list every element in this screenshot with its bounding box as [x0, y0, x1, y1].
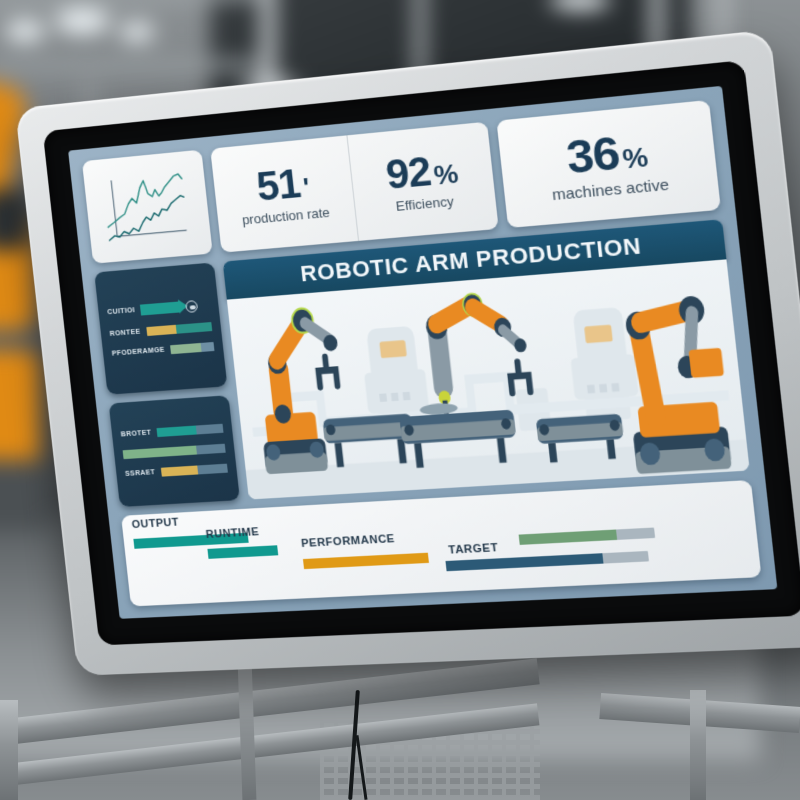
progress-track	[156, 423, 224, 437]
progress-fill	[170, 342, 202, 355]
progress-fill	[302, 552, 429, 570]
bar-group-performance[interactable]: PERFORMANCE	[300, 531, 429, 570]
progress-fill	[196, 423, 224, 435]
bar-label: RUNTIME	[205, 526, 260, 541]
kpi-production-rate[interactable]: 51' production rate	[210, 135, 357, 252]
progress-track	[122, 443, 226, 460]
background-robot-base	[0, 350, 40, 480]
arrow-indicator	[140, 301, 181, 316]
metric-row-label: SSRAET	[124, 468, 156, 478]
progress-fill	[196, 463, 228, 475]
middle-row: CUITIOI RONTEE PFODERAMGE	[94, 219, 750, 507]
bar-label: PERFORMANCE	[300, 532, 396, 551]
status-row-pfoderamge[interactable]: PFODERAMGE	[111, 341, 215, 359]
bar-group-runtime[interactable]: RUNTIME	[205, 525, 279, 559]
target-track-wrap[interactable]	[518, 527, 656, 545]
progress-fill	[156, 425, 198, 437]
progress-track	[207, 545, 279, 559]
progress-track	[302, 552, 429, 570]
metric-row-unlabeled[interactable]	[122, 443, 226, 460]
trend-sparkline-icon	[96, 168, 198, 246]
kpi-pair-card[interactable]: 51' production rate 92% Efficiency	[210, 121, 499, 253]
ceiling-light	[55, 8, 110, 34]
status-row-rontee[interactable]: RONTEE	[109, 321, 213, 339]
background-robot-pedestal	[0, 460, 50, 530]
progress-fill	[195, 443, 226, 455]
bar-group-target[interactable]: TARGET	[448, 542, 499, 557]
dashboard-screen[interactable]: 51' production rate 92% Efficiency 36% m…	[68, 85, 778, 619]
progress-track	[518, 527, 656, 545]
kpi-value: 36%	[563, 125, 649, 184]
bar-label: TARGET	[447, 541, 499, 557]
robot-arm-3	[618, 294, 732, 475]
robot-arm-1	[249, 306, 352, 475]
progress-track	[160, 463, 228, 477]
progress-fill	[145, 324, 177, 336]
main-content: ROBOTIC ARM PRODUCTION	[222, 219, 750, 500]
progress-track	[145, 321, 213, 336]
ceiling-light	[550, 0, 610, 10]
hmi-monitor: 51' production rate 92% Efficiency 36% m…	[15, 29, 800, 676]
kpi-label: production rate	[241, 204, 331, 228]
progress-fill	[200, 341, 215, 352]
progress-fill	[445, 553, 604, 572]
progress-fill	[207, 545, 279, 559]
status-row-cuitioi[interactable]: CUITIOI	[107, 299, 210, 319]
trend-chart-card[interactable]	[81, 149, 213, 264]
gauge-icon[interactable]	[185, 299, 199, 313]
conveyors	[322, 402, 624, 468]
kpi-machines-active-card[interactable]: 36% machines active	[496, 99, 721, 229]
ceiling-light	[120, 22, 154, 42]
kpi-efficiency[interactable]: 92% Efficiency	[345, 121, 499, 241]
progress-fill	[160, 465, 198, 477]
screen-frame: 51' production rate 92% Efficiency 36% m…	[42, 60, 800, 646]
status-panel[interactable]: CUITIOI RONTEE PFODERAMGE	[94, 262, 228, 395]
kpi-value: 51'	[254, 161, 311, 210]
status-row-label: RONTEE	[109, 328, 141, 338]
ceiling-light	[5, 20, 45, 42]
metric-row-label: BROTET	[120, 429, 152, 439]
status-row-label: CUITIOI	[107, 307, 136, 317]
status-row-label: PFODERAMGE	[111, 346, 166, 358]
progress-track	[170, 341, 215, 355]
sidebar: CUITIOI RONTEE PFODERAMGE	[94, 262, 240, 507]
metric-row-brotet[interactable]: BROTET	[120, 423, 224, 440]
progress-fill	[122, 445, 197, 460]
metric-row-ssraet[interactable]: SSRAET	[124, 463, 228, 479]
robotic-assembly-illustration[interactable]	[226, 259, 750, 500]
kpi-value: 92%	[383, 149, 459, 199]
ceiling-beam	[0, 60, 260, 70]
progress-fill	[175, 321, 213, 334]
assembly-line-graphic	[227, 259, 750, 500]
progress-fill	[518, 529, 617, 545]
metrics-panel[interactable]: BROTET	[108, 394, 240, 507]
